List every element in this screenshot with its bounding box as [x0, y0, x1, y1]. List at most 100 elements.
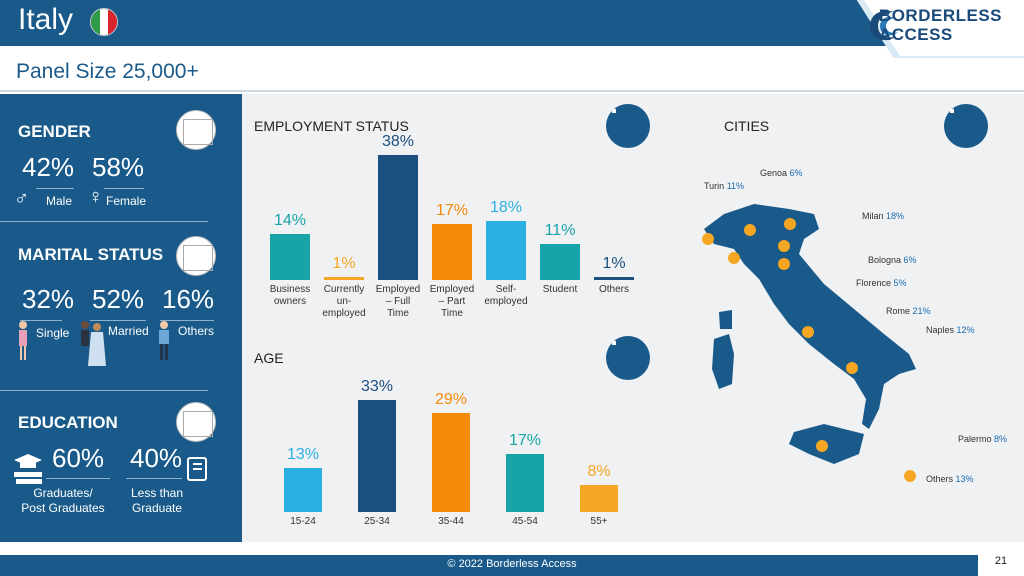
book-icon: [187, 457, 207, 481]
city-genoa: Genoa 6%: [760, 168, 803, 178]
bar-category-label-line: Others: [598, 284, 629, 295]
bar-category-label: 15-24: [290, 516, 316, 527]
separator: [0, 221, 208, 222]
male-underline: [36, 188, 74, 189]
bar-category-label: Self-employed: [479, 284, 533, 308]
married-underline: [90, 320, 146, 321]
city-turin: Turin 11%: [704, 181, 745, 191]
cities-thumbnail-icon: [944, 104, 988, 148]
city-milan: Milan 18%: [862, 211, 905, 221]
bar-category-label: Currently un-employed: [317, 284, 371, 320]
bar-category-label-line: Business: [269, 284, 311, 295]
less-than-graduate-pct: 40%: [130, 443, 183, 473]
bar-category-label-line: employed: [322, 308, 366, 319]
cities-heading: CITIES: [724, 118, 770, 134]
single-pct: 32%: [22, 284, 75, 314]
graduates-label: Graduates/ Post Graduates: [8, 486, 118, 516]
married-couple-icon: [81, 321, 106, 366]
bar-category-label: 35-44: [438, 516, 464, 527]
bar-category-label-line: Employed: [375, 284, 421, 295]
city-rome: Rome 21%: [886, 306, 931, 316]
bar-category-label: Student: [533, 284, 587, 296]
age-thumbnail-icon: [606, 336, 650, 380]
male-pct: 42%: [22, 152, 75, 182]
bar-category-label-line: owners: [273, 296, 307, 307]
bar-value-label: 14%: [273, 211, 307, 229]
bar-value-label: 8%: [587, 462, 611, 480]
bar-1: [324, 276, 364, 280]
graduation-books-icon: [14, 454, 42, 484]
age-heading: AGE: [254, 350, 284, 366]
graduates-label-line1: Graduates/: [33, 486, 93, 500]
gender-thumbnail: [176, 110, 216, 150]
others-underline: [160, 320, 214, 321]
employment-thumbnail-icon: [606, 104, 650, 148]
footer: © 2022 Borderless Access 21: [0, 547, 1024, 576]
divider: [0, 90, 1024, 92]
less-than-graduate-label: Less than Graduate: [122, 486, 192, 516]
bar-category-label: 55+: [590, 516, 608, 527]
bar-value-label: 17%: [435, 201, 469, 219]
bar-value-label: 1%: [332, 254, 356, 272]
less-label-line1: Less than: [130, 486, 184, 500]
less-underline: [126, 478, 182, 479]
bar-value-label: 29%: [434, 391, 468, 409]
married-pct: 52%: [92, 284, 145, 314]
bar-category-label: Employed – Part Time: [425, 284, 479, 320]
bar-category-label-line: un-: [336, 296, 352, 307]
bar-category-label: 25-34: [364, 516, 390, 527]
city-naples: Naples 12%: [926, 325, 975, 335]
bar-category-label-line: Currently: [323, 284, 365, 295]
bar-category-label-line: – Full: [385, 296, 411, 307]
bar-2: [432, 413, 470, 512]
bar-3: [432, 223, 472, 280]
header-bar: Italy: [0, 0, 1024, 46]
single-underline: [20, 320, 62, 321]
city-florence: Florence 5%: [856, 278, 907, 288]
bar-1: [358, 399, 396, 512]
bar-category-label-line: Time: [441, 308, 463, 319]
bar-category-label-line: Student: [542, 284, 578, 295]
bar-value-label: 11%: [544, 221, 576, 239]
demographics-panel: GENDER 42% 58% ♂ ♀ Male Female MARITAL S…: [0, 94, 242, 542]
less-label-line2: Graduate: [131, 501, 183, 515]
female-pct: 58%: [92, 152, 145, 182]
female-icon: ♀: [88, 186, 103, 208]
marital-thumbnail: [176, 236, 216, 276]
graduates-pct: 60%: [52, 443, 105, 473]
city-others: Others 13%: [926, 474, 974, 484]
bar-value-label: 18%: [489, 198, 523, 216]
bar-category-label-line: employed: [484, 296, 528, 307]
logo-line1: BORDERLESS: [878, 6, 1002, 25]
others-label: Others: [178, 324, 215, 338]
bar-6: [594, 276, 634, 280]
bar-5: [540, 243, 580, 280]
education-thumbnail: [176, 402, 216, 442]
logo-text: BORDERLESS ACCESS: [879, 6, 1002, 44]
marital-heading: MARITAL STATUS: [18, 245, 164, 264]
education-heading: EDUCATION: [18, 413, 118, 432]
graduates-label-line2: Post Graduates: [21, 501, 105, 515]
city-bologna: Bologna 6%: [868, 255, 917, 265]
copyright: © 2022 Borderless Access: [447, 558, 577, 570]
single-person-icon: [19, 321, 27, 360]
female-underline: [104, 188, 144, 189]
bar-4: [486, 220, 526, 280]
bar-3: [506, 454, 544, 512]
bar-value-label: 17%: [508, 432, 542, 450]
gender-heading: GENDER: [18, 122, 91, 141]
bar-value-label: 33%: [360, 377, 394, 395]
married-label: Married: [108, 324, 149, 338]
employment-heading: EMPLOYMENT STATUS: [254, 118, 409, 134]
borderless-logo-icon: [870, 10, 898, 41]
male-icon: ♂: [14, 188, 29, 210]
page-number: 21: [978, 547, 1024, 576]
italy-map: [702, 204, 916, 482]
bar-value-label: 38%: [381, 132, 415, 150]
city-palermo: Palermo 8%: [958, 434, 1008, 444]
bar-0: [284, 467, 322, 512]
bar-category-label-line: – Part: [438, 296, 466, 307]
bar-0: [270, 233, 310, 280]
bar-category-label-line: Self-: [495, 284, 517, 295]
bar-category-label-line: Employed: [429, 284, 475, 295]
